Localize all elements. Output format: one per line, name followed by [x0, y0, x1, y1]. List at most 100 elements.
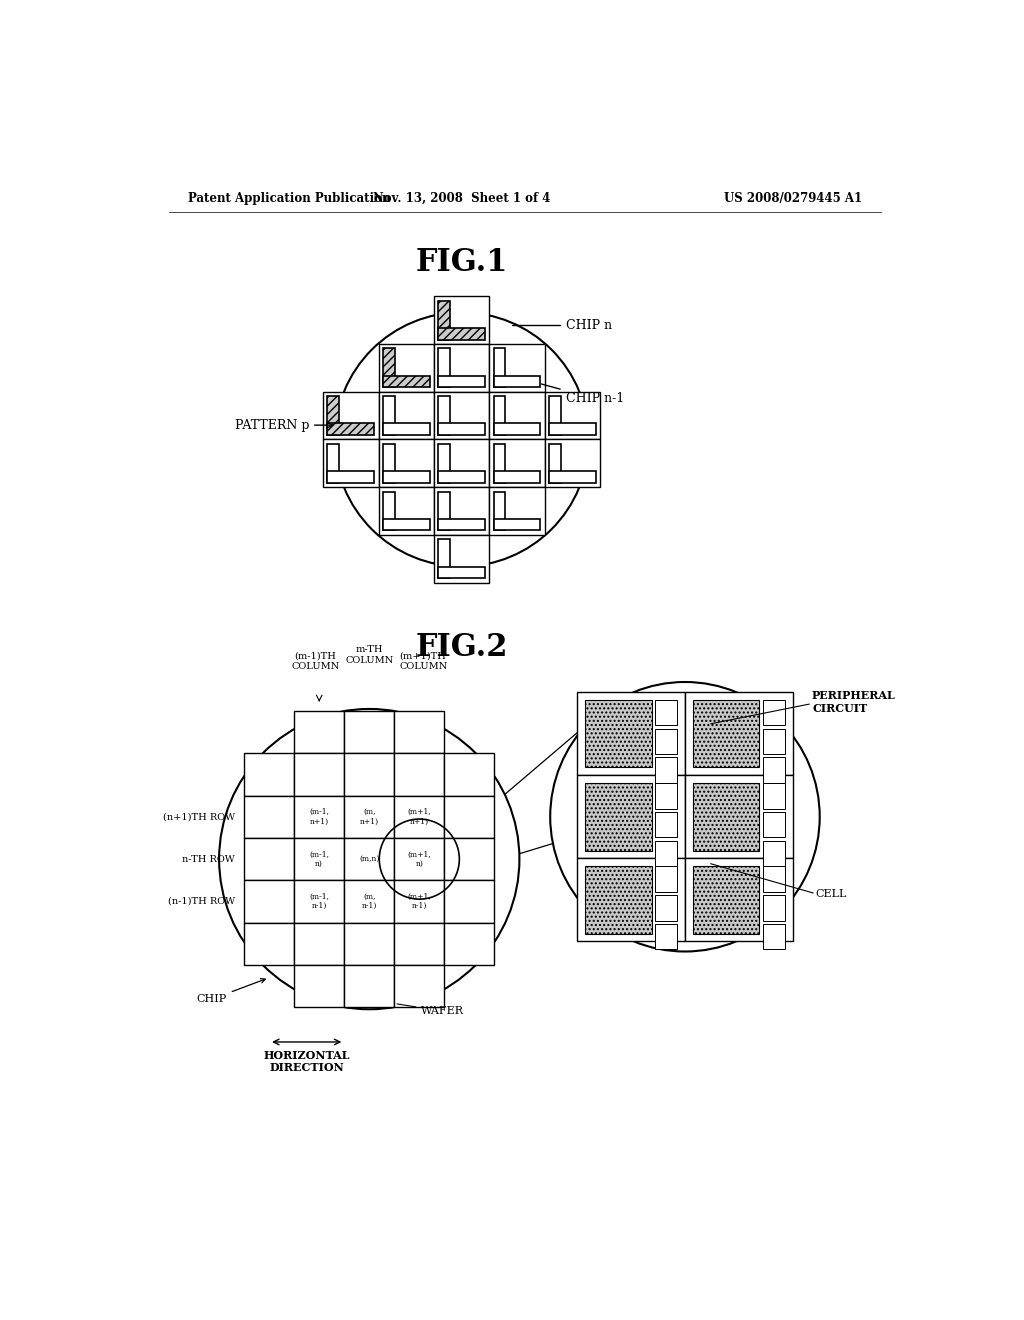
- Bar: [763, 866, 785, 892]
- Bar: [692, 700, 760, 767]
- Text: CELL: CELL: [816, 888, 847, 899]
- Bar: [344, 796, 394, 838]
- Bar: [328, 396, 339, 436]
- Circle shape: [335, 313, 589, 566]
- Bar: [438, 566, 485, 578]
- Bar: [379, 345, 434, 392]
- Bar: [438, 301, 450, 339]
- Bar: [394, 754, 444, 796]
- Text: CHIP: CHIP: [197, 978, 265, 1005]
- Circle shape: [550, 682, 819, 952]
- Bar: [344, 880, 394, 923]
- Bar: [438, 327, 485, 339]
- Text: FIG.2: FIG.2: [416, 632, 508, 663]
- Bar: [685, 692, 793, 775]
- Bar: [444, 754, 495, 796]
- Bar: [438, 519, 485, 531]
- Text: Nov. 13, 2008  Sheet 1 of 4: Nov. 13, 2008 Sheet 1 of 4: [373, 191, 550, 205]
- Bar: [294, 965, 344, 1007]
- Bar: [763, 758, 785, 783]
- Bar: [379, 440, 434, 487]
- Bar: [323, 440, 379, 487]
- Bar: [383, 444, 394, 483]
- Text: Patent Application Publication: Patent Application Publication: [188, 191, 391, 205]
- Bar: [545, 440, 600, 487]
- Bar: [578, 858, 685, 941]
- Text: (m-1,
n-1): (m-1, n-1): [309, 892, 329, 909]
- Bar: [494, 424, 541, 436]
- Text: (m-1,
n): (m-1, n): [309, 850, 329, 867]
- Text: (m,
n-1): (m, n-1): [361, 892, 377, 909]
- Bar: [654, 729, 677, 754]
- Bar: [444, 880, 495, 923]
- Bar: [494, 444, 506, 483]
- Bar: [444, 923, 495, 965]
- Bar: [379, 487, 434, 535]
- Bar: [763, 812, 785, 837]
- Text: HORIZONTAL
DIRECTION: HORIZONTAL DIRECTION: [263, 1049, 350, 1073]
- Bar: [763, 729, 785, 754]
- Text: (m-1,
n+1): (m-1, n+1): [309, 808, 329, 825]
- Bar: [394, 838, 444, 880]
- Bar: [344, 754, 394, 796]
- Bar: [383, 396, 394, 436]
- Bar: [585, 866, 651, 933]
- Bar: [489, 345, 545, 392]
- Bar: [763, 841, 785, 866]
- Bar: [489, 392, 545, 440]
- Bar: [434, 392, 489, 440]
- Bar: [654, 924, 677, 949]
- Text: CHIP n: CHIP n: [512, 319, 611, 333]
- Bar: [549, 444, 561, 483]
- Bar: [494, 376, 541, 387]
- Bar: [244, 838, 294, 880]
- Bar: [692, 866, 760, 933]
- Bar: [383, 376, 429, 387]
- Bar: [549, 471, 596, 483]
- Text: (m,
n+1): (m, n+1): [359, 808, 379, 825]
- Bar: [763, 895, 785, 920]
- Bar: [383, 519, 429, 531]
- Bar: [383, 424, 429, 436]
- Bar: [383, 471, 429, 483]
- Bar: [294, 838, 344, 880]
- Text: (m+1,
n-1): (m+1, n-1): [408, 892, 431, 909]
- Text: (m,n): (m,n): [359, 855, 380, 863]
- Bar: [489, 487, 545, 535]
- Bar: [344, 923, 394, 965]
- Bar: [763, 700, 785, 726]
- Text: US 2008/0279445 A1: US 2008/0279445 A1: [724, 191, 862, 205]
- Text: WAFER: WAFER: [397, 1005, 464, 1016]
- Text: (n-1)TH ROW: (n-1)TH ROW: [168, 898, 234, 906]
- Bar: [344, 711, 394, 754]
- Bar: [294, 923, 344, 965]
- Bar: [394, 965, 444, 1007]
- Bar: [438, 396, 450, 436]
- Bar: [494, 471, 541, 483]
- Bar: [434, 440, 489, 487]
- Bar: [434, 535, 489, 582]
- Bar: [549, 424, 596, 436]
- Bar: [383, 491, 394, 531]
- Bar: [294, 754, 344, 796]
- Bar: [438, 540, 450, 578]
- Bar: [578, 692, 685, 775]
- Text: (m+1,
n): (m+1, n): [408, 850, 431, 867]
- Bar: [585, 700, 651, 767]
- Bar: [344, 965, 394, 1007]
- Bar: [494, 519, 541, 531]
- Bar: [654, 812, 677, 837]
- Bar: [294, 711, 344, 754]
- Bar: [763, 783, 785, 809]
- Bar: [578, 775, 685, 858]
- Bar: [438, 424, 485, 436]
- Bar: [438, 471, 485, 483]
- Text: PATTERN p: PATTERN p: [234, 418, 333, 432]
- Bar: [328, 471, 374, 483]
- Bar: [323, 392, 379, 440]
- Bar: [685, 775, 793, 858]
- Bar: [444, 838, 495, 880]
- Text: CHIP n-1: CHIP n-1: [542, 384, 624, 405]
- Bar: [654, 866, 677, 892]
- Bar: [654, 700, 677, 726]
